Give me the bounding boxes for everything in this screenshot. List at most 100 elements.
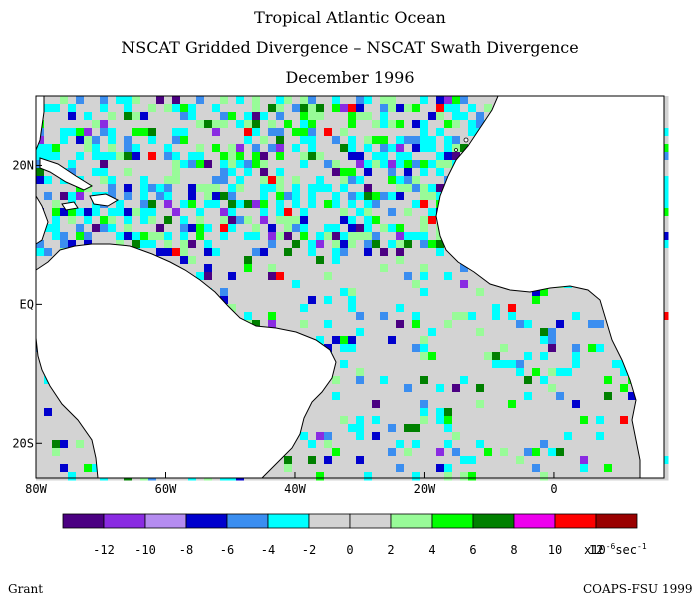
field-cell: [36, 368, 45, 377]
field-cell: [180, 112, 189, 121]
field-cell: [132, 96, 141, 105]
field-cell: [284, 312, 293, 321]
field-cell: [572, 416, 581, 425]
field-cell: [156, 224, 165, 233]
field-cell: [548, 392, 557, 401]
field-cell: [580, 448, 589, 457]
field-cell: [276, 312, 285, 321]
field-cell: [84, 232, 93, 241]
field-cell: [404, 336, 413, 345]
field-cell: [44, 216, 53, 225]
field-cell: [428, 232, 437, 241]
field-cell: [316, 424, 325, 433]
field-cell: [76, 232, 85, 241]
field-cell: [220, 120, 229, 129]
field-cell: [244, 136, 253, 145]
field-cell: [452, 464, 461, 473]
field-cell: [332, 128, 341, 137]
field-cell: [532, 296, 541, 305]
field-cell: [348, 240, 357, 249]
field-cell: [580, 352, 589, 361]
field-cell: [212, 176, 221, 185]
field-cell: [564, 312, 573, 321]
field-cell: [308, 240, 317, 249]
field-cell: [108, 104, 117, 113]
field-cell: [36, 464, 45, 473]
field-cell: [228, 176, 237, 185]
field-cell: [436, 272, 445, 281]
field-cell: [276, 232, 285, 241]
field-cell: [364, 328, 373, 337]
field-cell: [220, 192, 229, 201]
field-cell: [508, 328, 517, 337]
field-cell: [468, 112, 477, 121]
field-cell: [428, 104, 437, 113]
field-cell: [220, 288, 229, 297]
field-cell: [108, 96, 117, 105]
field-cell: [196, 152, 205, 161]
field-cell: [340, 368, 349, 377]
field-cell: [84, 120, 93, 129]
field-cell: [524, 296, 533, 305]
field-cell: [412, 360, 421, 369]
field-cell: [228, 112, 237, 121]
field-cell: [44, 232, 53, 241]
field-cell: [260, 256, 269, 265]
field-cell: [444, 128, 453, 137]
field-cell: [452, 320, 461, 329]
field-cell: [316, 440, 325, 449]
field-cell: [340, 312, 349, 321]
field-cell: [364, 312, 373, 321]
field-cell: [412, 144, 421, 153]
field-cell: [540, 312, 549, 321]
field-cell: [620, 432, 629, 441]
field-cell: [420, 344, 429, 353]
field-cell: [556, 368, 565, 377]
field-cell: [356, 360, 365, 369]
field-cell: [436, 472, 445, 481]
field-cell: [364, 176, 373, 185]
field-cell: [332, 392, 341, 401]
field-cell: [564, 296, 573, 305]
field-cell: [188, 96, 197, 105]
field-cell: [212, 144, 221, 153]
field-cell: [404, 440, 413, 449]
field-cell: [532, 368, 541, 377]
field-cell: [332, 400, 341, 409]
colorbar-label: 0: [346, 543, 353, 557]
colorbar-swatch: [431, 513, 474, 529]
field-cell: [236, 104, 245, 113]
author-credit: Grant: [8, 582, 44, 596]
field-cell: [364, 288, 373, 297]
field-cell: [540, 424, 549, 433]
field-cell: [412, 184, 421, 193]
field-cell: [108, 152, 117, 161]
field-cell: [356, 104, 365, 113]
field-cell: [332, 176, 341, 185]
field-cell: [524, 360, 533, 369]
field-cell: [164, 168, 173, 177]
field-cell: [332, 280, 341, 289]
field-cell: [340, 232, 349, 241]
field-cell: [100, 96, 109, 105]
field-cell: [76, 208, 85, 217]
field-cell: [292, 96, 301, 105]
field-cell: [420, 144, 429, 153]
field-cell: [172, 184, 181, 193]
field-cell: [404, 208, 413, 217]
field-cell: [572, 312, 581, 321]
field-cell: [524, 432, 533, 441]
field-cell: [156, 120, 165, 129]
field-cell: [564, 416, 573, 425]
field-cell: [196, 192, 205, 201]
field-cell: [324, 448, 333, 457]
field-cell: [364, 248, 373, 257]
field-cell: [92, 472, 101, 481]
field-cell: [284, 264, 293, 273]
field-cell: [36, 144, 45, 153]
field-cell: [572, 328, 581, 337]
field-cell: [308, 440, 317, 449]
field-cell: [532, 400, 541, 409]
field-cell: [204, 184, 213, 193]
field-cell: [484, 440, 493, 449]
